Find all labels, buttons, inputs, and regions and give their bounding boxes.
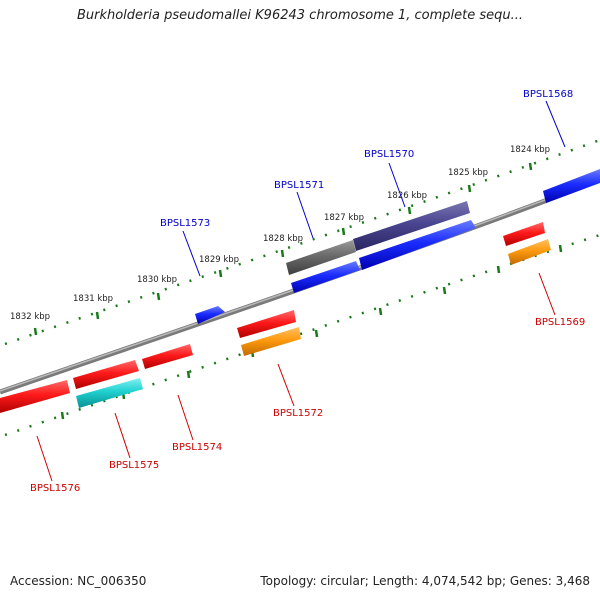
gene-blue-small[interactable] (291, 261, 360, 293)
gene-label-bpsl1575[interactable]: BPSL1575 (109, 460, 159, 471)
kbp-label: 1827 kbp (324, 213, 364, 223)
kbp-label: 1825 kbp (448, 168, 488, 178)
gene-label-bpsl1576[interactable]: BPSL1576 (30, 483, 80, 494)
gene-bpsl1572-a[interactable] (237, 310, 296, 338)
kbp-label: 1828 kbp (263, 234, 303, 244)
inner-major-ticks (60, 244, 563, 420)
backbone-strand (0, 177, 600, 395)
gene-labels: BPSL1568 BPSL1570 BPSL1571 BPSL1573 BPSL… (30, 89, 585, 494)
gene-gray-segment[interactable] (286, 240, 356, 275)
gene-bpsl1575-a[interactable] (73, 360, 139, 389)
gene-label-bpsl1568[interactable]: BPSL1568 (523, 89, 573, 100)
gene-label-bpsl1573[interactable]: BPSL1573 (160, 218, 210, 229)
gene-bpsl1571[interactable] (359, 220, 476, 270)
kbp-labels: 1824 kbp 1825 kbp 1826 kbp 1827 kbp 1828… (10, 145, 550, 322)
gene-bpsl1576[interactable] (0, 380, 70, 413)
gene-bpsl1569-a[interactable] (503, 222, 545, 246)
kbp-label: 1829 kbp (199, 255, 239, 265)
gene-bpsl1574[interactable] (142, 344, 193, 369)
accession-text: Accession: NC_006350 (10, 574, 147, 588)
gene-bpsl1569[interactable] (508, 239, 551, 265)
backbone-highlight (0, 178, 600, 392)
gene-bpsl1568[interactable] (543, 169, 600, 203)
gene-bpsl1570[interactable] (353, 201, 470, 251)
forward-genes (195, 169, 600, 324)
kbp-label: 1830 kbp (137, 275, 177, 285)
gene-bpsl1573[interactable] (195, 306, 225, 324)
gene-label-bpsl1569[interactable]: BPSL1569 (535, 317, 585, 328)
gene-bpsl1572[interactable] (241, 327, 301, 356)
gene-label-bpsl1571[interactable]: BPSL1571 (274, 180, 324, 191)
label-leaders (36, 100, 566, 482)
kbp-label: 1826 kbp (387, 191, 427, 201)
gene-label-bpsl1572[interactable]: BPSL1572 (273, 408, 323, 419)
gene-bpsl1575[interactable] (76, 378, 143, 408)
map-title: Burkholderia pseudomallei K96243 chromos… (76, 8, 524, 23)
kbp-label: 1831 kbp (73, 294, 113, 304)
kbp-label: 1832 kbp (10, 312, 50, 322)
gene-label-bpsl1574[interactable]: BPSL1574 (172, 442, 222, 453)
gene-label-bpsl1570[interactable]: BPSL1570 (364, 149, 414, 160)
topology-summary: Topology: circular; Length: 4,074,542 bp… (260, 574, 590, 588)
reverse-genes (0, 222, 551, 413)
outer-major-ticks (33, 162, 533, 336)
kbp-label: 1824 kbp (510, 145, 550, 155)
